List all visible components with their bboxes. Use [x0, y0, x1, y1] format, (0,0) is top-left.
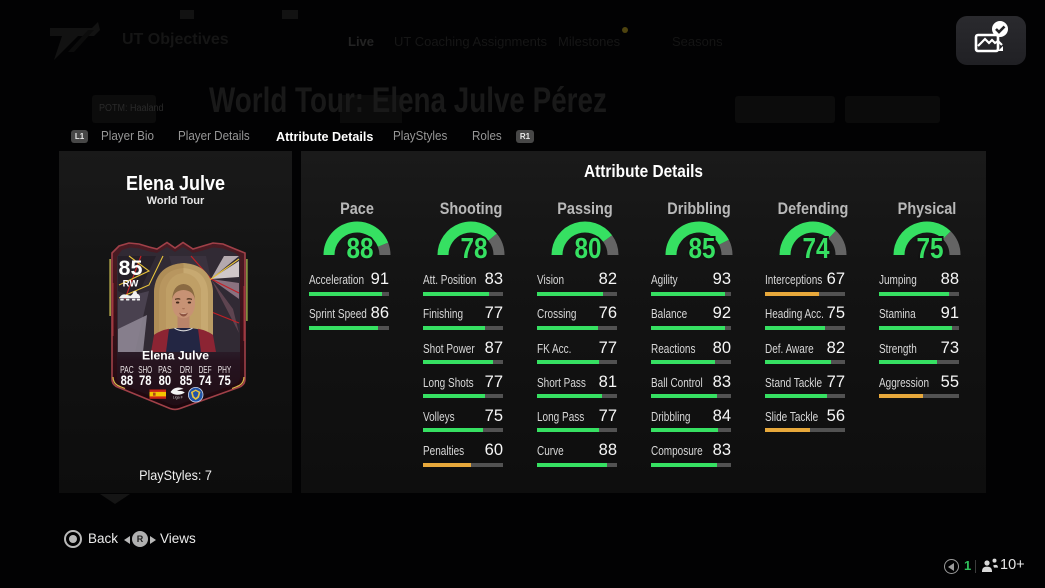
svg-text:85: 85 [180, 372, 193, 388]
svg-text:PAC: PAC [120, 365, 133, 376]
svg-text:78: 78 [139, 372, 152, 388]
svg-text:DEF: DEF [199, 365, 212, 376]
svg-text:75: 75 [917, 233, 944, 265]
svg-text:78: 78 [461, 233, 488, 265]
svg-text:DRI: DRI [180, 365, 193, 376]
svg-text:Elena Julve: Elena Julve [142, 351, 209, 363]
svg-text:85: 85 [689, 233, 716, 265]
svg-text:SHO: SHO [138, 365, 152, 376]
svg-text:80: 80 [159, 372, 172, 388]
svg-text:80: 80 [575, 233, 602, 265]
svg-text:75: 75 [218, 372, 231, 388]
svg-text:PHY: PHY [218, 365, 232, 376]
svg-text:74: 74 [803, 233, 830, 265]
svg-text:PAS: PAS [158, 365, 172, 376]
svg-text:85: 85 [119, 256, 143, 280]
svg-text:88: 88 [347, 233, 374, 265]
svg-text:74: 74 [199, 372, 212, 388]
svg-text:88: 88 [121, 372, 134, 388]
svg-text:RW: RW [123, 279, 139, 290]
svg-text:Liga F: Liga F [173, 395, 184, 399]
